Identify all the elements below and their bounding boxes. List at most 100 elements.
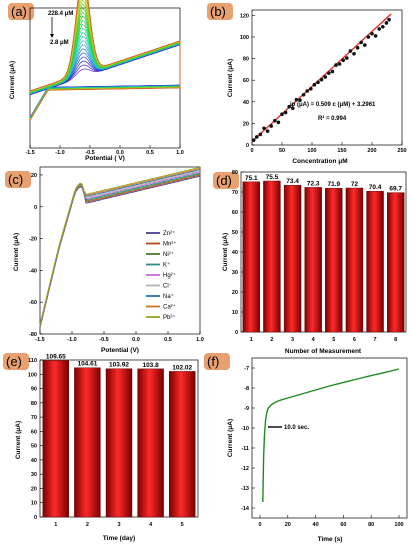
panel-f-x-tick-label: 0 bbox=[258, 522, 261, 528]
panel-b-data-point bbox=[381, 24, 385, 29]
panel-c-y-tick-label: -60 bbox=[29, 300, 37, 306]
panel-a-cv-curve bbox=[29, 0, 181, 121]
panel-b-y-tick-label: 120 bbox=[240, 13, 249, 19]
panel-c-x-tick-label: 0.0 bbox=[132, 337, 140, 343]
panel-b-data-point bbox=[283, 110, 288, 115]
panel-c-legend-label: Ca²⁺ bbox=[163, 304, 176, 311]
panel-c-curves bbox=[39, 166, 201, 328]
panel-b-data-point bbox=[294, 97, 299, 102]
panel-a-cv-curves: (a) -1.5 -1.0 -0.5 0.0 0.5 1.0 228.4 μM 2.8 μ… bbox=[8, 0, 184, 162]
panel-e-y-tick-label: 50 bbox=[31, 444, 37, 450]
panel-d-x-tick-label: 8 bbox=[394, 337, 397, 343]
panel-d-xlabel: Number of Measurement bbox=[285, 348, 362, 355]
panel-d-x-tick-label: 2 bbox=[270, 337, 273, 343]
panel-f-annotation: 10.0 sec. bbox=[284, 425, 309, 431]
panel-b-data-point bbox=[262, 126, 266, 131]
panel-d-letter: (d) bbox=[216, 173, 232, 188]
panel-b-frame bbox=[251, 9, 403, 146]
panel-a-x-tick-label: 1.0 bbox=[176, 150, 184, 156]
panel-b-y-tick-label: 100 bbox=[240, 35, 249, 41]
panel-e-bar bbox=[74, 367, 101, 518]
panel-d-bar-label: 72.3 bbox=[307, 180, 320, 187]
panel-b-data-point bbox=[337, 62, 342, 66]
panel-b-letter-box bbox=[207, 3, 233, 20]
panel-f-y-tick-label: -10 bbox=[241, 426, 249, 432]
panel-b-x-tick-label: 250 bbox=[397, 148, 406, 154]
panel-b-data-point bbox=[291, 106, 295, 111]
panel-c-legend-label: K⁺ bbox=[163, 262, 170, 269]
panel-c-series-line bbox=[39, 166, 201, 325]
panel-f-ticks: 0 20 40 60 80 100 -7 -8 -9 -10 -11 -12 -13 -14 bbox=[241, 366, 404, 528]
panel-d-bar bbox=[386, 192, 405, 333]
panel-a-x-tick-label: -1.0 bbox=[55, 150, 64, 156]
panel-d-bar-label: 71.9 bbox=[327, 181, 340, 188]
panel-e-y-tick-label: 110 bbox=[28, 358, 37, 364]
panel-c-xlabel: Potential (V) bbox=[101, 347, 139, 354]
panel-e-bars: 109.65 104.61 103.92 103.8 102.02 bbox=[42, 353, 196, 518]
panel-b-data-point bbox=[258, 132, 263, 137]
panel-b-data-point bbox=[298, 98, 302, 102]
panel-c-interference: (c) -1.5 -1.0 -0.5 0.0 0.5 1.0 20 0 -20 -40 -60 -80… bbox=[5, 166, 204, 354]
panel-c-y-tick-label: 0 bbox=[34, 205, 37, 211]
panel-f-letter-box bbox=[204, 353, 230, 370]
panel-e-y-tick-label: 60 bbox=[31, 429, 37, 435]
panel-e-y-tick-label: 30 bbox=[31, 472, 37, 478]
panel-b-ylabel: Current (μA) bbox=[227, 59, 234, 97]
panel-e-y-tick-label: 0 bbox=[34, 515, 37, 521]
panel-f-x-tick-label: 80 bbox=[368, 522, 374, 528]
panel-d-ylabel: Current (μA) bbox=[222, 233, 229, 271]
panel-d-bar bbox=[242, 181, 261, 333]
panel-b-x-tick-label: 0 bbox=[250, 148, 253, 154]
panel-b-data-point bbox=[327, 71, 331, 75]
panel-c-legend-label: Zn²⁺ bbox=[163, 230, 175, 237]
panel-b-data-point bbox=[363, 43, 367, 47]
panel-e-stability-bars: (e) 0 10 20 30 40 50 60 70 80 90 100 110 1 2 3 4 5 109.6… bbox=[3, 353, 199, 542]
panel-f-x-tick-label: 60 bbox=[340, 522, 346, 528]
panel-d-bar-label: 73.4 bbox=[286, 178, 299, 185]
panel-f-y-tick-label: -7 bbox=[244, 366, 249, 372]
panel-b-data-point bbox=[265, 129, 270, 133]
panel-a-annotation-top: 228.4 μM bbox=[48, 11, 73, 17]
panel-d-y-tick-label: 10 bbox=[232, 310, 238, 316]
panel-b-x-tick-label: 50 bbox=[279, 148, 285, 154]
panel-d-bar-label: 70.4 bbox=[369, 184, 382, 191]
panel-b-xlabel: Concentration μM bbox=[292, 158, 347, 165]
panel-b-data-point bbox=[305, 89, 310, 93]
panel-d-y-tick-label: 50 bbox=[232, 230, 238, 236]
panel-e-y-tick-label: 90 bbox=[31, 387, 37, 393]
panel-d-y-tick-label: 70 bbox=[232, 190, 238, 196]
panel-c-x-tick-label: -1.0 bbox=[67, 337, 76, 343]
panel-b-data-point bbox=[330, 69, 335, 74]
panel-b-data-point bbox=[309, 87, 313, 91]
panel-b-y-tick-label: 60 bbox=[243, 78, 249, 84]
panel-c-x-tick-label: -0.5 bbox=[99, 337, 108, 343]
panel-b-y-tick-label: 0 bbox=[246, 143, 249, 149]
panel-f-x-tick-label: 20 bbox=[285, 522, 291, 528]
panel-a-curves bbox=[29, 0, 181, 121]
panel-a-letter: (a) bbox=[11, 4, 27, 19]
panel-d-x-tick-label: 4 bbox=[312, 337, 316, 343]
panel-e-bar-label: 109.65 bbox=[46, 353, 66, 360]
panel-c-ticks: -1.5 -1.0 -0.5 0.0 0.5 1.0 20 0 -20 -40 -60 -80 bbox=[29, 173, 204, 343]
panel-e-bar bbox=[168, 371, 196, 518]
panel-d-y-tick-label: 20 bbox=[232, 290, 238, 296]
panel-f-amperometry: (f) 0 20 40 60 80 100 -7 -8 -9 -10 -11 -12 -13 -14 10… bbox=[204, 353, 408, 543]
panel-c-y-tick-label: -80 bbox=[29, 332, 37, 338]
panel-a-xlabel: Potential ( V) bbox=[85, 155, 125, 162]
panel-e-x-tick-label: 4 bbox=[149, 522, 153, 528]
panel-e-x-tick-label: 3 bbox=[117, 522, 120, 528]
panel-d-bar bbox=[263, 180, 281, 333]
panel-c-ylabel: Current (μA) bbox=[13, 233, 20, 271]
panel-b-data-point bbox=[276, 120, 281, 125]
panel-f-x-tick-label: 100 bbox=[394, 522, 403, 528]
panel-a-x-tick-label: 0.5 bbox=[146, 150, 154, 156]
panel-b-data-point bbox=[254, 135, 259, 139]
panel-e-y-tick-label: 40 bbox=[31, 458, 37, 464]
panel-f-x-tick-label: 40 bbox=[313, 522, 319, 528]
panel-e-bar-label: 104.61 bbox=[77, 361, 97, 368]
panel-d-x-tick-label: 6 bbox=[353, 337, 356, 343]
panel-e-bar-label: 102.02 bbox=[172, 364, 192, 371]
panel-c-x-tick-label: 0.5 bbox=[164, 337, 172, 343]
panel-d-bar bbox=[283, 184, 302, 333]
panel-b-letter: (b) bbox=[210, 4, 226, 19]
